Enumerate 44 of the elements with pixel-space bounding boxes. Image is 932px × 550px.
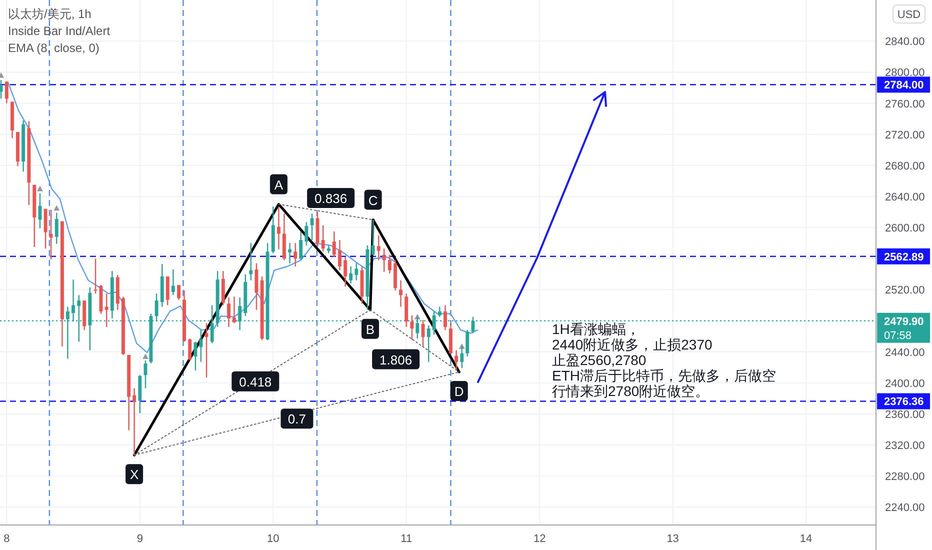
annotation: 止盈2560,2780 — [552, 352, 646, 368]
y-tick-label: 2640.00 — [885, 191, 925, 204]
annotation: 1H看涨蝙蝠， — [552, 321, 640, 337]
annotation: 2440附近做多，止损2370 — [552, 336, 713, 352]
y-tick-label: 2440.00 — [885, 346, 925, 359]
annotation: A — [274, 177, 284, 192]
x-tick-label: 8 — [4, 533, 10, 545]
annotation: 0.7 — [288, 412, 306, 427]
y-tick-label: 2520.00 — [885, 284, 925, 297]
x-tick-label: 14 — [800, 533, 812, 545]
annotation: D — [454, 384, 464, 400]
y-tick-label: 2680.00 — [885, 160, 925, 172]
x-tick-label: 9 — [136, 533, 143, 545]
annotation: 0.836 — [314, 191, 348, 206]
x-tick-label: 10 — [267, 533, 280, 545]
x-tick-label: 13 — [666, 533, 679, 545]
ref-line-label: 2784.00 — [884, 80, 924, 92]
text: USD — [897, 9, 921, 21]
annotation: 1.806 — [380, 352, 412, 368]
annotation: X — [130, 467, 139, 482]
y-tick-label: 2320.00 — [885, 440, 925, 452]
ref-line-label: 2479.90 — [884, 316, 924, 328]
ref-line-label: 2562.89 — [884, 251, 924, 264]
annotation: 行情来到2780附近做空。 — [552, 383, 710, 399]
y-tick-label: 2360.00 — [885, 408, 925, 421]
annotation: EMA (8, close, 0) — [8, 41, 100, 55]
y-tick-label: 2760.00 — [885, 98, 925, 110]
y-tick-label: 2720.00 — [885, 129, 925, 142]
y-tick-label: 2280.00 — [885, 471, 925, 484]
y-tick-label: 2240.00 — [885, 502, 925, 514]
text: 07:58 — [884, 330, 912, 342]
text: 以太坊/美元, 1h — [8, 7, 92, 21]
ref-line-label: 2376.36 — [884, 396, 924, 408]
annotation: B — [366, 322, 375, 337]
annotation: 0.418 — [239, 374, 272, 390]
y-tick-label: 2400.00 — [885, 378, 925, 390]
y-tick-label: 2600.00 — [885, 222, 925, 235]
y-tick-label: 2840.00 — [885, 36, 925, 48]
x-tick-label: 12 — [533, 533, 546, 545]
y-tick-label: 2800.00 — [885, 67, 925, 80]
annotation: C — [368, 192, 378, 208]
x-tick-label: 11 — [400, 533, 412, 545]
annotation: ETH滞后于比特币，先做多，后做空 — [552, 368, 776, 384]
text: Inside Bar Ind/Alert — [8, 24, 111, 38]
